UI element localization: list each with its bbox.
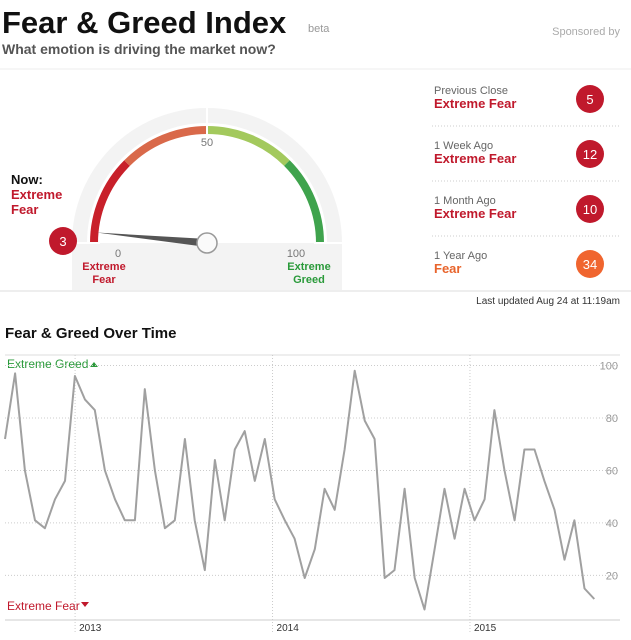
- gauge-high-label: Extreme Greed: [287, 261, 331, 286]
- series-line: [4, 369, 596, 611]
- page-title: Fear & Greed Index: [2, 5, 287, 40]
- down-arrow: [81, 602, 89, 607]
- history-badge: [576, 140, 604, 168]
- history-label: 1 Month Ago: [434, 195, 496, 207]
- gauge-arc: [284, 160, 324, 244]
- now-badge: [49, 227, 77, 255]
- history-value: 5: [586, 92, 593, 107]
- y-tick-label: 80: [606, 413, 618, 425]
- updated: Last updated Aug 24 at 11:19am: [476, 296, 620, 307]
- x-tick-label: 2013: [79, 623, 102, 634]
- history-badge: [576, 195, 604, 223]
- history-label: 1 Week Ago: [434, 140, 493, 152]
- now-state: Extreme Fear: [11, 187, 63, 217]
- y-tick-label: 100: [600, 360, 618, 372]
- history-state: Extreme Fear: [434, 96, 516, 111]
- history-label: Previous Close: [434, 85, 508, 97]
- y-tick-label: 40: [606, 518, 618, 530]
- history-badge: [576, 85, 604, 113]
- greed-label: Extreme Greed: [7, 357, 88, 371]
- fear-label: Extreme Fear: [7, 599, 80, 613]
- gauge-arc: [90, 160, 130, 244]
- subtitle: What emotion is driving the market now?: [2, 41, 276, 57]
- x-tick-label: 2014: [277, 623, 300, 634]
- gauge-tick-label: 100: [287, 248, 305, 260]
- history-label: 1 Year Ago: [434, 250, 487, 262]
- now-label: Now:: [11, 172, 43, 187]
- history-value: 10: [583, 202, 597, 217]
- gauge-tick-label: 0: [115, 248, 121, 260]
- up-arrow: [90, 362, 98, 367]
- history-value: 12: [583, 147, 597, 162]
- history-badge: [576, 250, 604, 278]
- history-state: Fear: [434, 261, 461, 276]
- sponsor: Sponsored by: [552, 26, 620, 38]
- chart-title: Fear & Greed Over Time: [5, 325, 176, 342]
- history-state: Extreme Fear: [434, 206, 516, 221]
- gauge-needle: [96, 232, 208, 247]
- gauge-tick-label: 50: [201, 137, 213, 149]
- history-value: 34: [583, 257, 597, 272]
- gauge-low-label: Extreme Fear: [82, 261, 126, 286]
- gauge-arc: [124, 126, 208, 166]
- now-value: 3: [59, 234, 66, 249]
- gauge-face: [87, 123, 327, 243]
- x-tick-label: 2015: [474, 623, 497, 634]
- gauge-knob: [196, 232, 218, 254]
- gauge-arc: [206, 126, 290, 166]
- history-state: Extreme Fear: [434, 151, 516, 166]
- y-tick-label: 20: [606, 570, 618, 582]
- y-tick-label: 60: [606, 465, 618, 477]
- beta-badge: beta: [308, 23, 330, 35]
